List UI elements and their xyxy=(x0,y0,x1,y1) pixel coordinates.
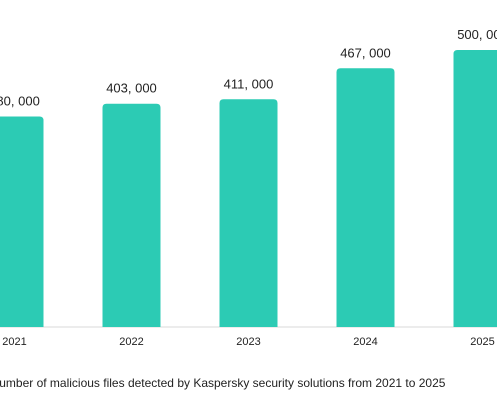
bar-2023 xyxy=(219,99,278,327)
bar-2024 xyxy=(336,68,395,328)
value-label-2025: 500, 000 xyxy=(457,27,497,42)
x-tick-label-2025: 2025 xyxy=(470,336,494,348)
value-label-2022: 403, 000 xyxy=(106,81,157,96)
bar-2025 xyxy=(453,50,497,327)
x-tick-label-2022: 2022 xyxy=(119,336,143,348)
value-label-2023: 411, 000 xyxy=(224,76,274,91)
value-label-2021: 380, 000 xyxy=(0,93,40,108)
value-labels-group: 380, 000 403, 000 411, 000 467, 000 500, 000 xyxy=(0,27,497,108)
chart-caption: Number of malicious files detected by Ka… xyxy=(0,376,446,390)
bar-2021 xyxy=(0,116,44,327)
x-tick-label-2024: 2024 xyxy=(353,336,377,348)
value-label-2024: 467, 000 xyxy=(340,45,391,60)
bar-2022 xyxy=(102,103,161,327)
x-tick-labels-group: 2021 2022 2023 2024 2025 xyxy=(2,336,494,348)
x-tick-label-2021: 2021 xyxy=(2,336,26,348)
bars-group xyxy=(0,50,497,328)
x-tick-label-2023: 2023 xyxy=(236,336,260,348)
